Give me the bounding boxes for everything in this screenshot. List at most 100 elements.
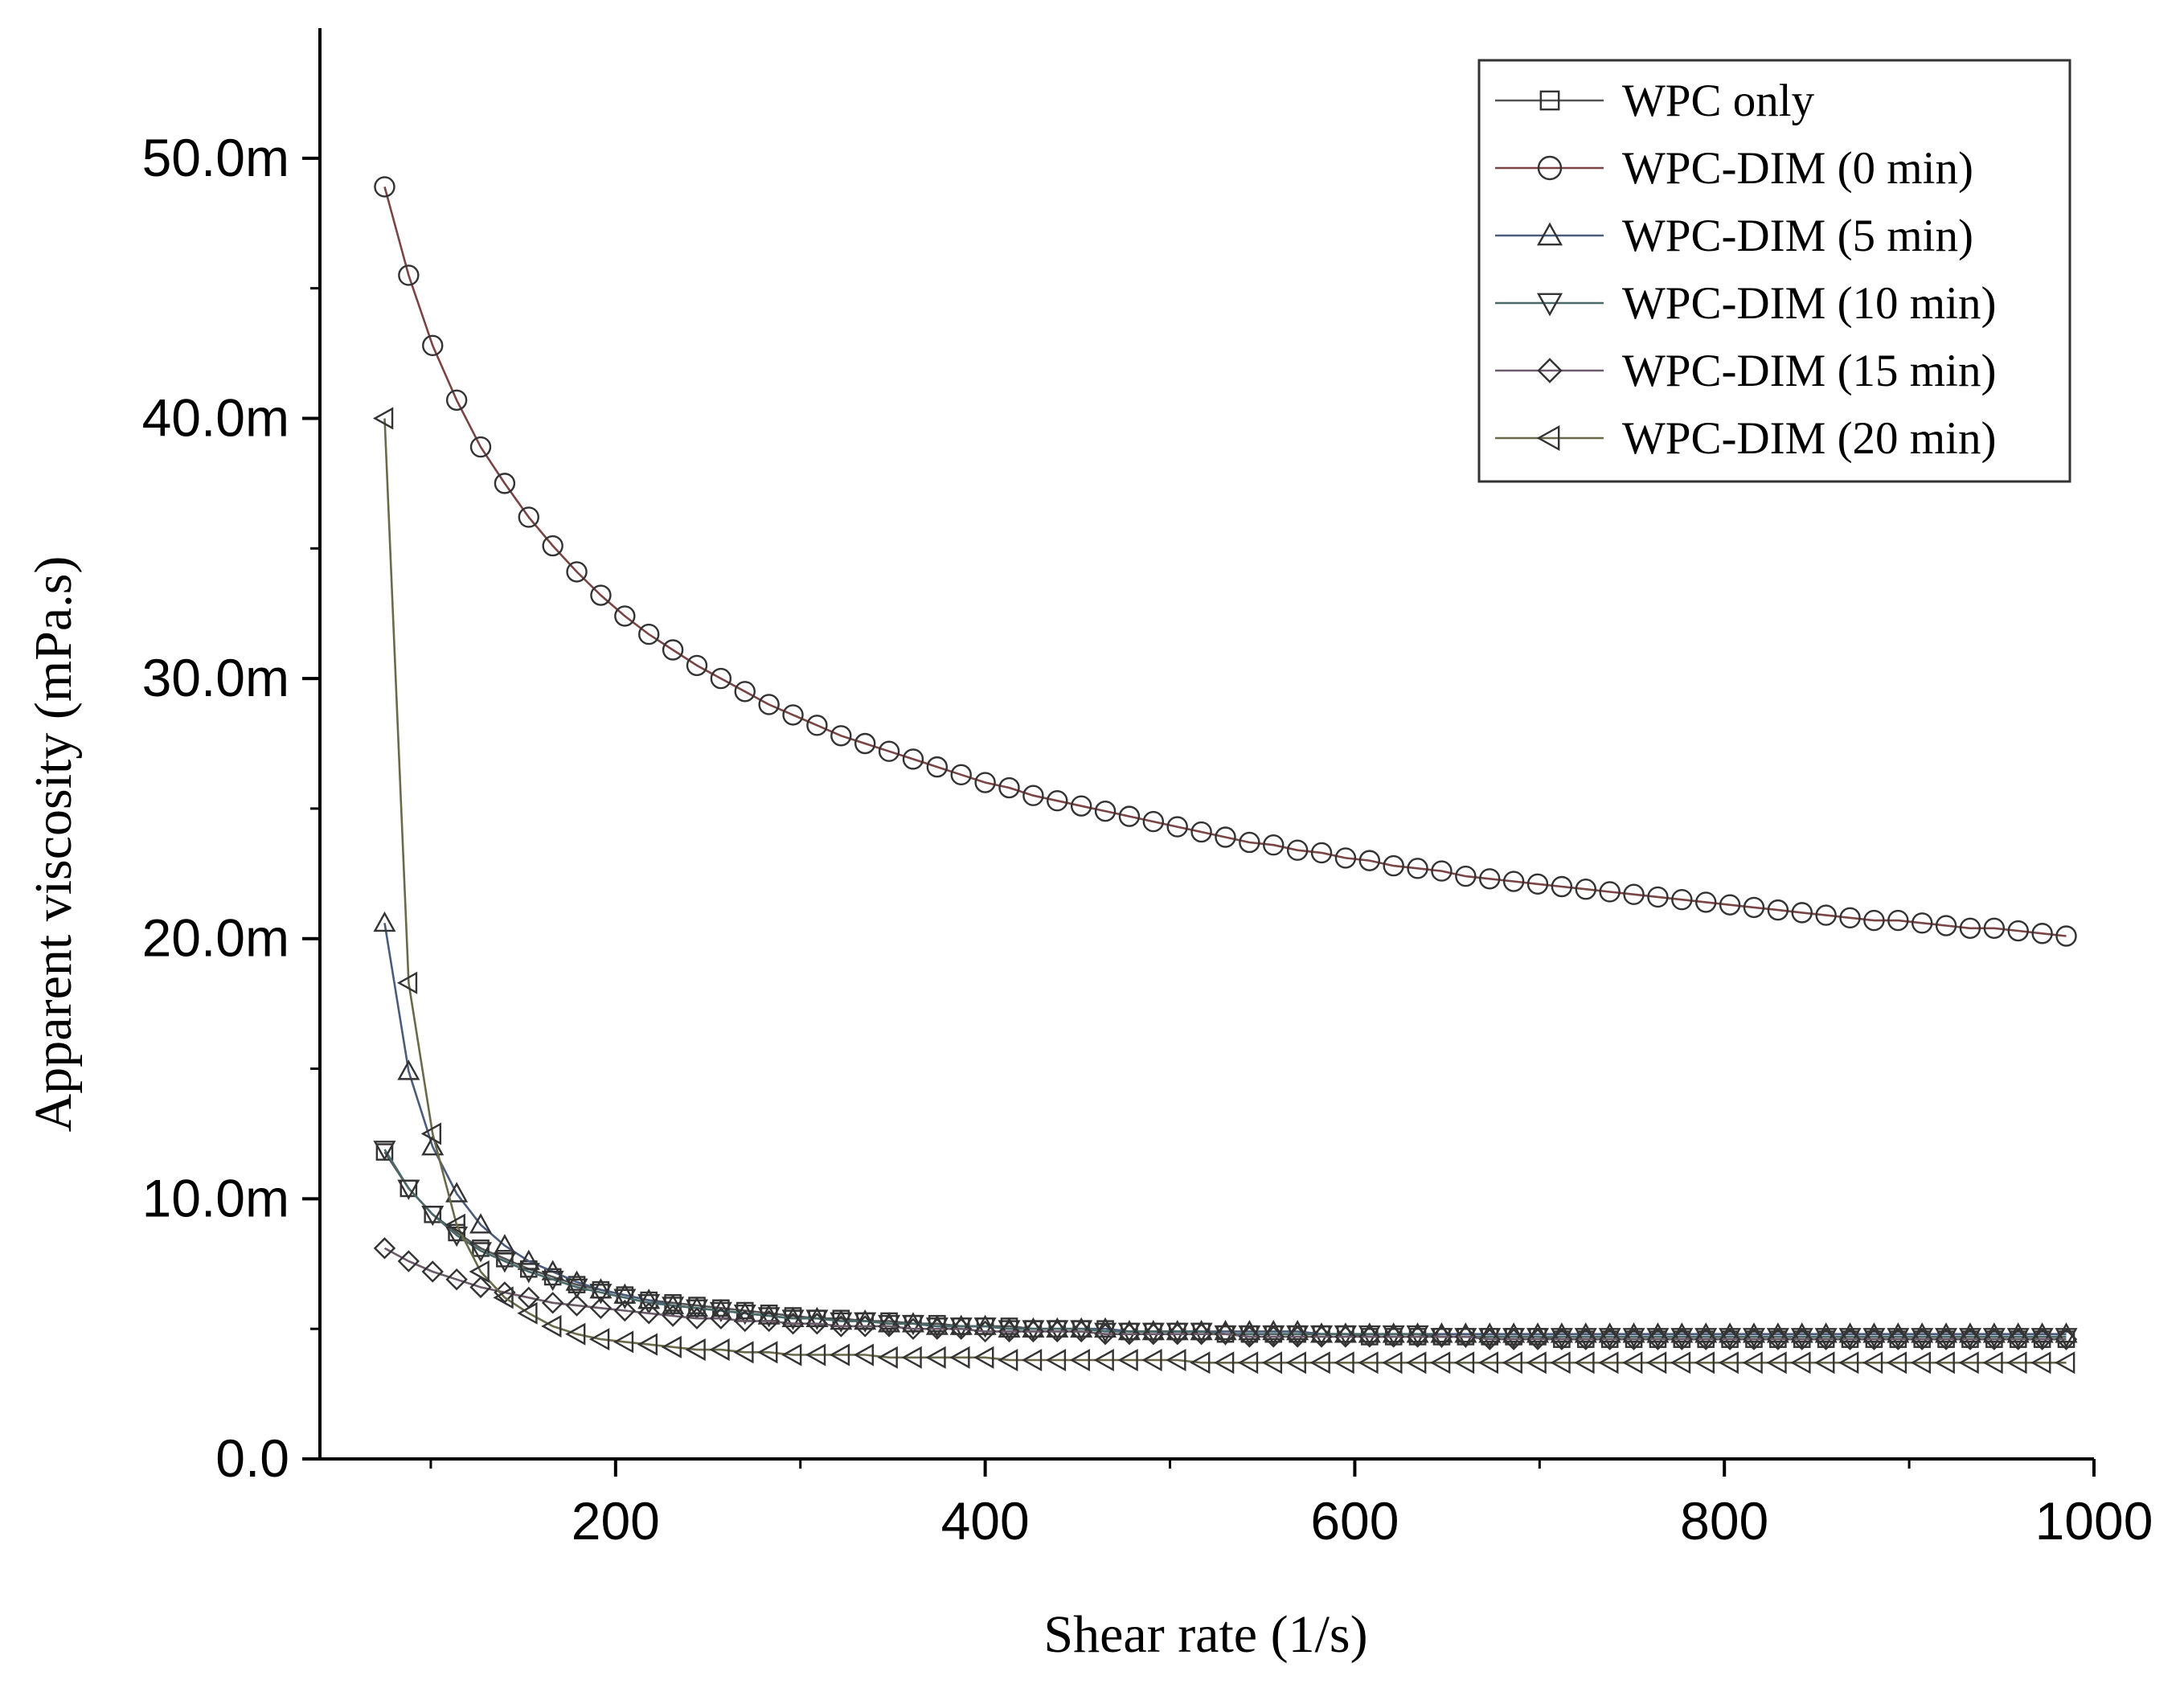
x-tick-label: 600 [1310,1491,1399,1551]
data-point [565,1294,588,1317]
data-point [1309,1351,1330,1375]
data-point [806,715,828,736]
data-point [1214,1351,1235,1375]
legend-item: WPC only [1495,76,1815,126]
data-point [1142,1322,1165,1346]
data-point [1862,1328,1886,1350]
data-point [973,1346,994,1369]
data-point [590,584,612,606]
data-point [853,1343,874,1366]
data-point [1910,1351,1931,1375]
data-point [1166,1322,1189,1346]
data-point [901,1346,922,1369]
data-point [1286,839,1309,861]
legend-label: WPC-DIM (15 min) [1622,346,1996,396]
legend-box [1477,59,2071,483]
data-point [1694,1328,1717,1350]
data-point [566,561,588,583]
data-point [2007,920,2029,942]
data-point [637,1333,658,1356]
data-point [998,1320,1021,1343]
data-point [517,1263,540,1284]
data-point [710,1307,732,1330]
data-point [518,506,539,528]
data-point [469,1260,490,1284]
data-point [1767,1328,1789,1350]
data-point [973,1320,997,1343]
data-point [1093,1348,1114,1372]
data-point [1959,917,1981,939]
data-point [2006,1351,2027,1375]
data-point [1550,1351,1571,1375]
y-tick-label: 30.0m [142,648,289,707]
data-point [637,1302,660,1325]
data-point [1334,1325,1357,1348]
legend-item: WPC-DIM (20 min) [1495,413,1996,464]
data-point [1022,785,1044,806]
data-point [1238,1325,1261,1348]
data-point [1742,1351,1763,1375]
data-point [1479,868,1501,890]
legend-marker-diamond-icon [1537,358,1563,383]
data-point [494,473,516,494]
data-point [1935,915,1957,936]
data-point [1334,1351,1354,1375]
series-2 [374,176,2077,947]
data-point [1646,1328,1670,1350]
data-point [1575,879,1596,900]
data-point [878,740,900,762]
data-point [1478,1328,1501,1350]
data-point [1190,821,1212,843]
data-point [709,1301,732,1322]
data-point [517,1249,540,1270]
legend-label: WPC-DIM (5 min) [1622,211,1973,261]
data-point [1647,886,1669,908]
data-point [1598,1351,1619,1375]
data-point [373,1141,396,1162]
data-point [854,732,876,755]
data-point [589,1297,613,1319]
data-point [396,971,418,994]
data-point [1574,1351,1595,1375]
data-point [758,694,780,715]
data-point [1575,1328,1597,1350]
data-point [1141,1348,1162,1372]
data-point [1215,826,1236,848]
legend-marker-triangle-up-icon [1536,222,1563,246]
data-point [1406,1351,1427,1375]
data-point [1142,810,1165,833]
data-point [1814,1328,1838,1350]
data-point [397,1179,420,1200]
data-point [1094,800,1117,822]
data-point [1021,1348,1043,1372]
data-point [829,1343,850,1366]
data-point [1743,896,1765,919]
data-point [1958,1351,1979,1375]
data-point [445,1213,465,1236]
x-tick-label: 200 [572,1491,660,1551]
data-point [421,1205,445,1227]
data-point [1959,1328,1981,1350]
data-point [420,1122,442,1145]
data-point [613,1289,637,1309]
data-point [1790,1351,1811,1375]
data-point [397,1059,420,1080]
data-point [1382,1351,1403,1375]
data-point [1286,1325,1309,1348]
data-point [733,1341,754,1364]
data-point [878,1315,900,1338]
data-point [805,1313,829,1335]
data-point [421,1260,444,1283]
data-point [1982,1351,2003,1375]
data-point [1911,1328,1933,1350]
data-point [1166,1348,1186,1372]
data-point [662,639,684,661]
data-point [1886,1351,1907,1375]
data-point [781,1343,802,1366]
y-tick-label: 10.0m [142,1168,289,1227]
data-point [2055,1328,2078,1350]
data-point [661,1335,682,1358]
data-point [1911,912,1933,934]
legend-marker-square-icon [1539,90,1560,111]
data-point [1983,1328,2006,1350]
